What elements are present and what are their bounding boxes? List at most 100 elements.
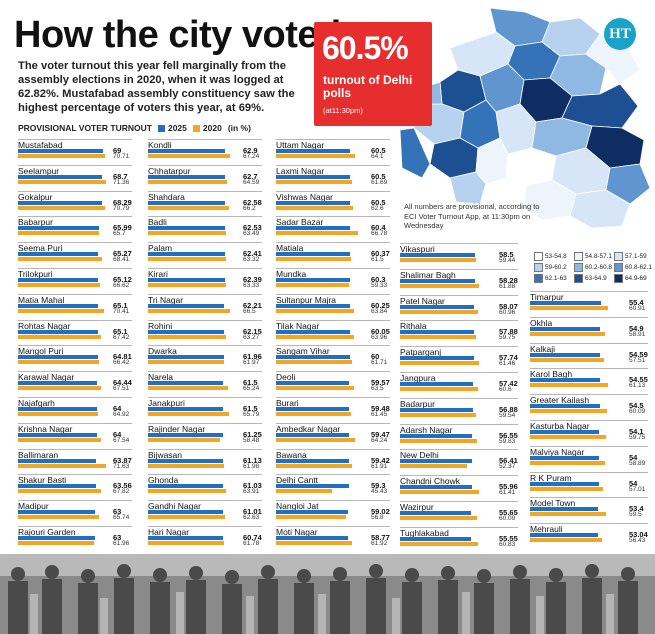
value-2020: 70.79: [113, 204, 130, 212]
constituency-name: Bijwasan: [148, 449, 183, 460]
value-2025: 55.65: [499, 508, 518, 517]
constituency-name: Model Town: [530, 498, 576, 509]
constituency-name: Moti Nagar: [276, 527, 318, 537]
bar-2025: [276, 174, 351, 179]
bar-2025: [400, 278, 475, 283]
constituency-row: Jangpura 57.42 60.6: [400, 372, 518, 393]
value-2020: 71.63: [113, 462, 130, 470]
row-divider: [18, 500, 132, 502]
constituency-row: Chhatarpur 62.7 64.59: [148, 164, 262, 186]
bar-2025: [148, 226, 225, 231]
value-2020: 61.88: [499, 282, 516, 290]
value-2020: 52.37: [499, 463, 516, 471]
constituency-name: Karol Bagh: [530, 369, 573, 380]
row-divider: [18, 139, 132, 140]
bar-2025: [18, 303, 98, 308]
constituency-name: Rajinder Nagar: [148, 423, 206, 434]
row-divider: [276, 319, 390, 321]
constituency-name: Ghonda: [148, 475, 179, 486]
constituency-name: Mundka: [276, 269, 307, 279]
value-2020: 67.24: [243, 153, 260, 160]
value-2020: 64.59: [243, 178, 260, 186]
constituency-name: Tughlakabad: [400, 527, 449, 538]
bar-2025: [276, 536, 349, 540]
row-divider: [276, 190, 390, 192]
constituency-name: Gokalpur: [18, 191, 53, 202]
value-2025: 61.96: [243, 352, 262, 362]
constituency-row: Bawana 59.42 61.91: [276, 448, 390, 470]
row-divider: [18, 397, 132, 398]
constituency-row: Bijwasan 61.13 61.98: [148, 448, 262, 470]
value-2025: 63.87: [113, 455, 132, 465]
row-divider: [18, 371, 132, 373]
row-divider: [276, 371, 390, 373]
subtitle: The voter turnout this year fell margina…: [18, 60, 295, 114]
bar-2025: [18, 278, 98, 282]
bar-2020: [276, 179, 352, 184]
constituency-name: Trilokpuri: [18, 269, 53, 279]
bar-2025: [400, 433, 473, 438]
value-2020: 64.92: [113, 411, 130, 418]
bar-2025: [18, 226, 99, 231]
bar-2025: [148, 407, 224, 411]
row-divider: [276, 474, 390, 476]
value-2025: 62.15: [243, 326, 262, 336]
bar-2025: [148, 458, 223, 463]
map-legend-swatch: [534, 252, 543, 261]
constituency-row: Chandni Chowk 55.96 61.41: [400, 475, 518, 496]
constituency-name: Okhla: [530, 317, 553, 328]
value-2025: 60.05: [371, 326, 390, 336]
bar-2020: [18, 257, 102, 262]
value-2020: 59.83: [499, 437, 516, 445]
constituency-name: Shahdara: [148, 191, 185, 202]
constituency-row: Laxmi Nagar 60.5 61.69: [276, 164, 390, 186]
constituency-name: New Delhi: [400, 450, 439, 461]
constituency-row: Madipur 63 65.74: [18, 500, 132, 521]
constituency-name: Rohini: [148, 320, 173, 331]
constituency-name: Kondli: [148, 140, 172, 150]
value-2025: 60.4: [371, 223, 386, 233]
row-divider: [530, 291, 648, 292]
value-2020: 58.48: [243, 436, 260, 444]
constituency-name: Tilak Nagar: [276, 320, 320, 331]
constituency-name: Greater Kailash: [530, 395, 590, 406]
value-2025: 68.29: [113, 197, 132, 207]
constituency-row: Mustafabad 69 70.71: [18, 139, 132, 160]
bar-2025: [400, 356, 474, 361]
bar-2020: [276, 360, 352, 365]
ht-logo: HT: [604, 18, 636, 50]
row-divider: [276, 397, 390, 398]
bar-2025: [18, 355, 98, 360]
value-2020: 65.79: [243, 411, 260, 418]
chart-title: PROVISIONAL VOTER TURNOUT: [18, 123, 152, 133]
constituency-row: Sangam Vihar 60 61.71: [276, 345, 390, 366]
constituency-row: Moti Nagar 58.77 61.92: [276, 526, 390, 547]
value-2025: 65.1: [113, 300, 128, 310]
value-2025: 63: [113, 507, 122, 517]
row-divider: [148, 345, 262, 347]
chart-unit: (in %): [227, 123, 251, 133]
row-divider: [18, 345, 132, 347]
row-divider: [18, 319, 132, 321]
bar-2020: [148, 412, 229, 416]
map-legend-item: 59-60.2: [534, 263, 572, 272]
row-divider: [530, 368, 648, 370]
value-2020: 58.91: [629, 330, 646, 338]
constituency-name: Ballimaran: [18, 449, 59, 460]
row-divider: [148, 293, 262, 295]
constituency-row: Babarpur 65.99 65.7: [18, 216, 132, 237]
constituency-row: Adarsh Nagar 56.55 59.83: [400, 423, 518, 445]
bar-2020: [530, 538, 603, 543]
constituency-name: Ambedkar Nagar: [276, 423, 341, 434]
value-2020: 64.24: [371, 436, 388, 444]
value-2025: 62.9: [243, 146, 258, 155]
bar-2025: [530, 455, 600, 460]
row-divider: [530, 523, 648, 525]
bar-2020: [530, 460, 606, 465]
row-divider: [276, 268, 390, 269]
value-2025: 65.12: [113, 275, 132, 284]
value-2020: 63.49: [243, 230, 260, 238]
value-2020: 60.83: [499, 540, 516, 548]
constituency-row: Janakpuri 61.5 65.79: [148, 397, 262, 418]
bar-2025: [276, 510, 349, 515]
